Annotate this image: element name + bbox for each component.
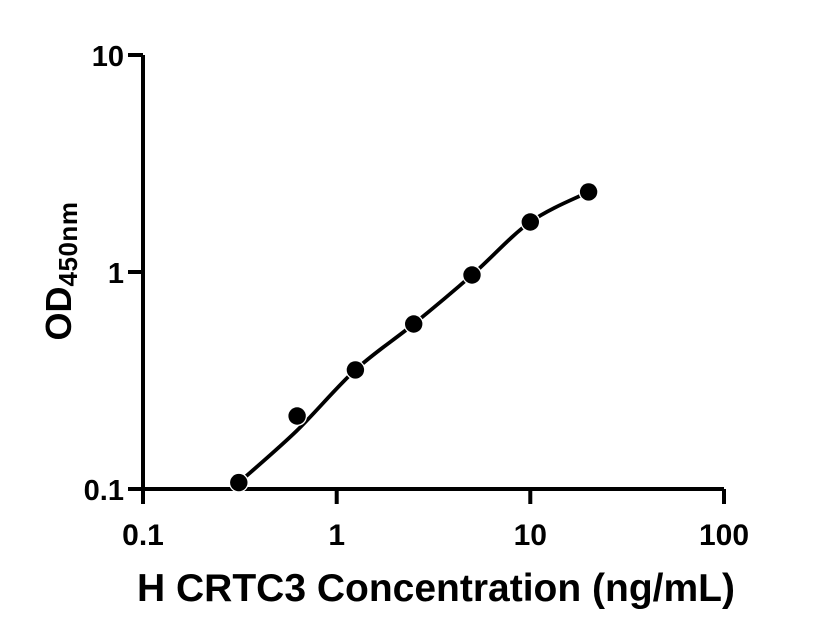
data-point: [579, 183, 598, 201]
data-point: [346, 361, 365, 379]
x-axis-tick-label: 0.1: [122, 519, 164, 552]
x-axis-tick-label: 1: [328, 519, 345, 552]
data-point: [230, 473, 248, 492]
y-axis-tick-label: 10: [92, 41, 124, 73]
data-point: [405, 315, 423, 333]
axes-spines: [141, 55, 724, 491]
fit-curve: [236, 190, 591, 485]
data-point: [288, 407, 306, 425]
y-axis-title-subscript: 450nm: [53, 201, 83, 287]
y-axis-title: OD450nm: [38, 201, 83, 341]
data-point: [521, 213, 539, 231]
x-axis-tick-label: 100: [699, 519, 749, 552]
x-axis-title: H CRTC3 Concentration (ng/mL): [137, 567, 735, 610]
y-axis-tick-label: 1: [108, 258, 124, 290]
y-axis-tick-label: 0.1: [84, 475, 124, 507]
x-axis-tick-label: 10: [514, 519, 547, 552]
y-axis-title-main: OD: [38, 286, 79, 341]
data-point: [463, 266, 481, 284]
